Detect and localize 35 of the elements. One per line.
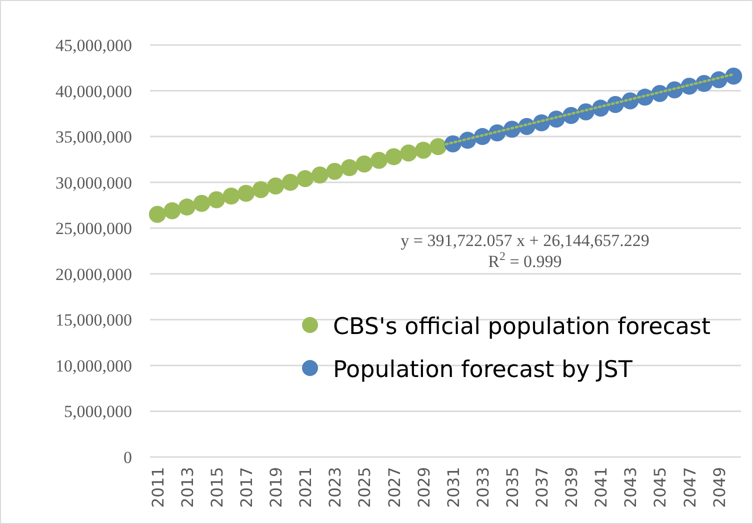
x-tick-label: 2029 <box>414 467 434 508</box>
x-tick-label: 2023 <box>326 467 345 508</box>
annotation: R$^{2}$ = 0.999 <box>488 249 562 271</box>
x-tick-label: 2011 <box>148 467 168 508</box>
x-tick-label: 2035 <box>502 467 522 508</box>
y-tick-label: 10,000,000 <box>56 356 132 376</box>
y-tick-label: 35,000,000 <box>56 128 132 147</box>
x-tick-label: 2049 <box>710 467 729 508</box>
x-tick-label: 2033 <box>473 467 492 508</box>
y-tick-label: 5,000,000 <box>64 402 132 422</box>
x-tick-label: 2013 <box>178 467 197 508</box>
y-tick-label: 15,000,000 <box>56 310 132 330</box>
point <box>725 68 742 85</box>
x-tick-label: 2039 <box>562 467 582 508</box>
annotation: y = 391,722.057 x + 26,144,657.229 <box>400 231 650 250</box>
y-tick-label: 40,000,000 <box>56 82 132 101</box>
x-tick-label: 2019 <box>266 467 286 508</box>
x-tick-label: 2031 <box>444 467 463 508</box>
x-tick-label: 2017 <box>237 467 256 508</box>
y-tick-label: 0 <box>124 448 132 467</box>
x-tick-label: 2045 <box>650 467 670 508</box>
x-tick-label: 2041 <box>592 467 611 508</box>
y-tick-label: 25,000,000 <box>56 219 132 238</box>
x-tick-label: 2027 <box>384 467 404 508</box>
y-tick-label: 45,000,000 <box>56 36 132 55</box>
x-tick-label: 2047 <box>680 467 700 508</box>
legend-label: Population forecast by JST <box>333 357 634 383</box>
x-tick-label: 2043 <box>621 467 640 508</box>
y-tick-label: 30,000,000 <box>56 173 132 192</box>
x-tick-label: 2025 <box>355 467 374 508</box>
x-tick-label: 2037 <box>532 467 552 508</box>
y-tick-label: 20,000,000 <box>56 264 132 284</box>
x-tick-label: 2021 <box>296 467 316 508</box>
legend-label: CBS's official population forecast <box>333 314 711 340</box>
x-tick-label: 2015 <box>207 467 226 508</box>
